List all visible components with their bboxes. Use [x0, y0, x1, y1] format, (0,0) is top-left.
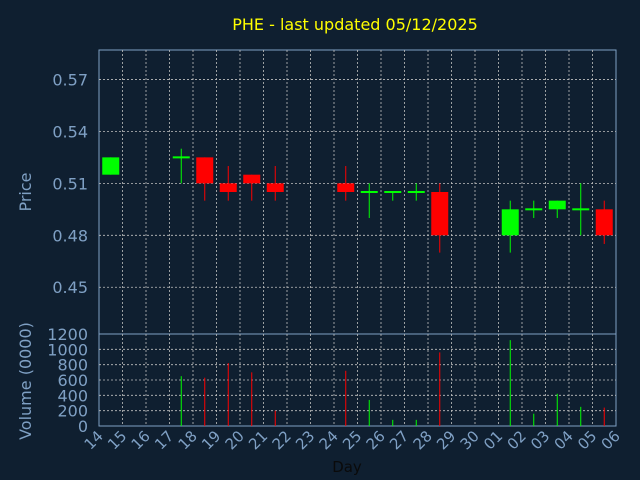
candle-body — [266, 183, 284, 192]
x-tick-label: 22 — [269, 427, 295, 453]
volume-tick-label: 600 — [57, 371, 88, 390]
x-tick-label: 17 — [151, 427, 177, 453]
x-tick-label: 05 — [574, 427, 600, 453]
candle-body — [572, 208, 590, 211]
x-tick-label: 21 — [245, 427, 271, 453]
volume-tick-label: 1200 — [47, 325, 88, 344]
candle-body — [525, 208, 543, 211]
x-tick-label: 06 — [598, 427, 624, 453]
x-tick-label: 01 — [480, 427, 506, 453]
x-tick-label: 04 — [551, 427, 577, 453]
x-tick-label: 23 — [292, 427, 318, 453]
x-tick-label: 28 — [410, 427, 436, 453]
candle-body — [360, 191, 378, 193]
x-tick-label: 30 — [457, 427, 483, 453]
x-tick-label: 29 — [433, 427, 459, 453]
volume-tick-label: 0 — [78, 417, 88, 436]
volume-tick-label: 800 — [57, 356, 88, 375]
x-axis-label: Day — [332, 458, 362, 476]
candle-body — [219, 183, 237, 192]
candle-body — [407, 191, 425, 193]
x-tick-label: 26 — [363, 427, 389, 453]
price-grid — [99, 50, 616, 334]
x-tick-label: 25 — [339, 427, 365, 453]
candle-body — [337, 183, 355, 192]
chart-title: PHE - last updated 05/12/2025 — [232, 15, 478, 34]
volume-tick-label: 1000 — [47, 340, 88, 359]
volume-axis-label: Volume (0000) — [16, 322, 35, 440]
candle-body — [384, 191, 402, 193]
x-tick-label: 24 — [316, 427, 342, 453]
price-tick-label: 0.51 — [52, 174, 88, 193]
price-axis-label: Price — [16, 172, 35, 211]
x-tick-label: 20 — [222, 427, 248, 453]
volume-tick-label: 400 — [57, 386, 88, 405]
volume-bars — [180, 340, 605, 426]
price-tick-label: 0.45 — [52, 278, 88, 297]
volume-grid — [99, 334, 616, 426]
price-candles — [102, 148, 613, 253]
volume-tick-label: 200 — [57, 402, 88, 421]
price-tick-label: 0.57 — [52, 70, 88, 89]
candle-body — [548, 200, 566, 210]
x-tick-label: 15 — [104, 427, 130, 453]
candle-body — [196, 157, 214, 184]
candle-body — [102, 157, 120, 175]
candle-body — [172, 156, 190, 159]
x-tick-label: 19 — [198, 427, 224, 453]
price-y-ticks: 0.45 0.48 0.51 0.54 0.57 — [52, 70, 88, 297]
price-tick-label: 0.54 — [52, 122, 88, 141]
candle-body — [431, 192, 449, 236]
x-tick-label: 16 — [128, 427, 154, 453]
x-tick-label: 03 — [527, 427, 553, 453]
candle-body — [595, 209, 613, 236]
candle-body — [243, 174, 261, 184]
x-tick-label: 18 — [175, 427, 201, 453]
x-tick-label: 27 — [386, 427, 412, 453]
price-tick-label: 0.48 — [52, 226, 88, 245]
x-axis-ticks: 1415161718192021222324252627282930010203… — [81, 427, 624, 453]
x-tick-label: 02 — [504, 427, 530, 453]
candle-body — [501, 209, 519, 236]
